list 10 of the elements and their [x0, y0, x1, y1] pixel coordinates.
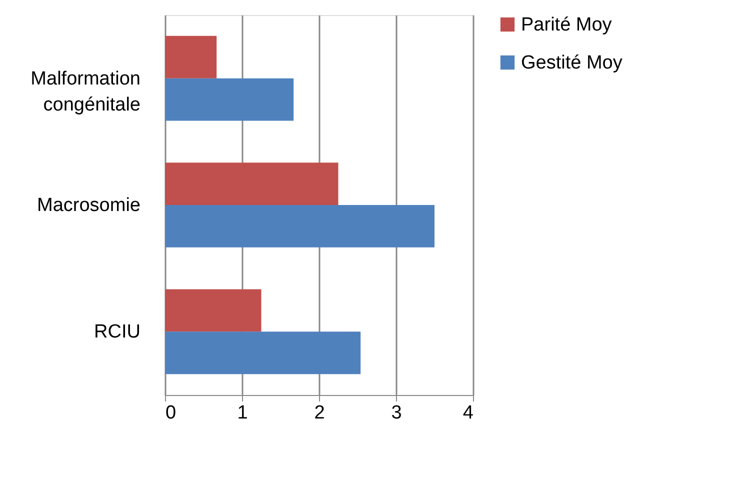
- x-tick-label: 1: [237, 402, 248, 424]
- legend-label: Gestité Moy: [521, 52, 623, 74]
- x-tick-label: 0: [166, 402, 176, 424]
- y-tick-label: Macrosomie: [37, 195, 140, 216]
- x-tick-label: 2: [314, 402, 325, 424]
- x-tick-label: 4: [462, 402, 474, 424]
- y-tick-label: RCIU: [94, 322, 140, 343]
- legend-label: Parité Moy: [521, 14, 612, 36]
- y-tick-label: Malformation congénitale: [30, 68, 140, 116]
- x-tick-label: 3: [391, 402, 402, 424]
